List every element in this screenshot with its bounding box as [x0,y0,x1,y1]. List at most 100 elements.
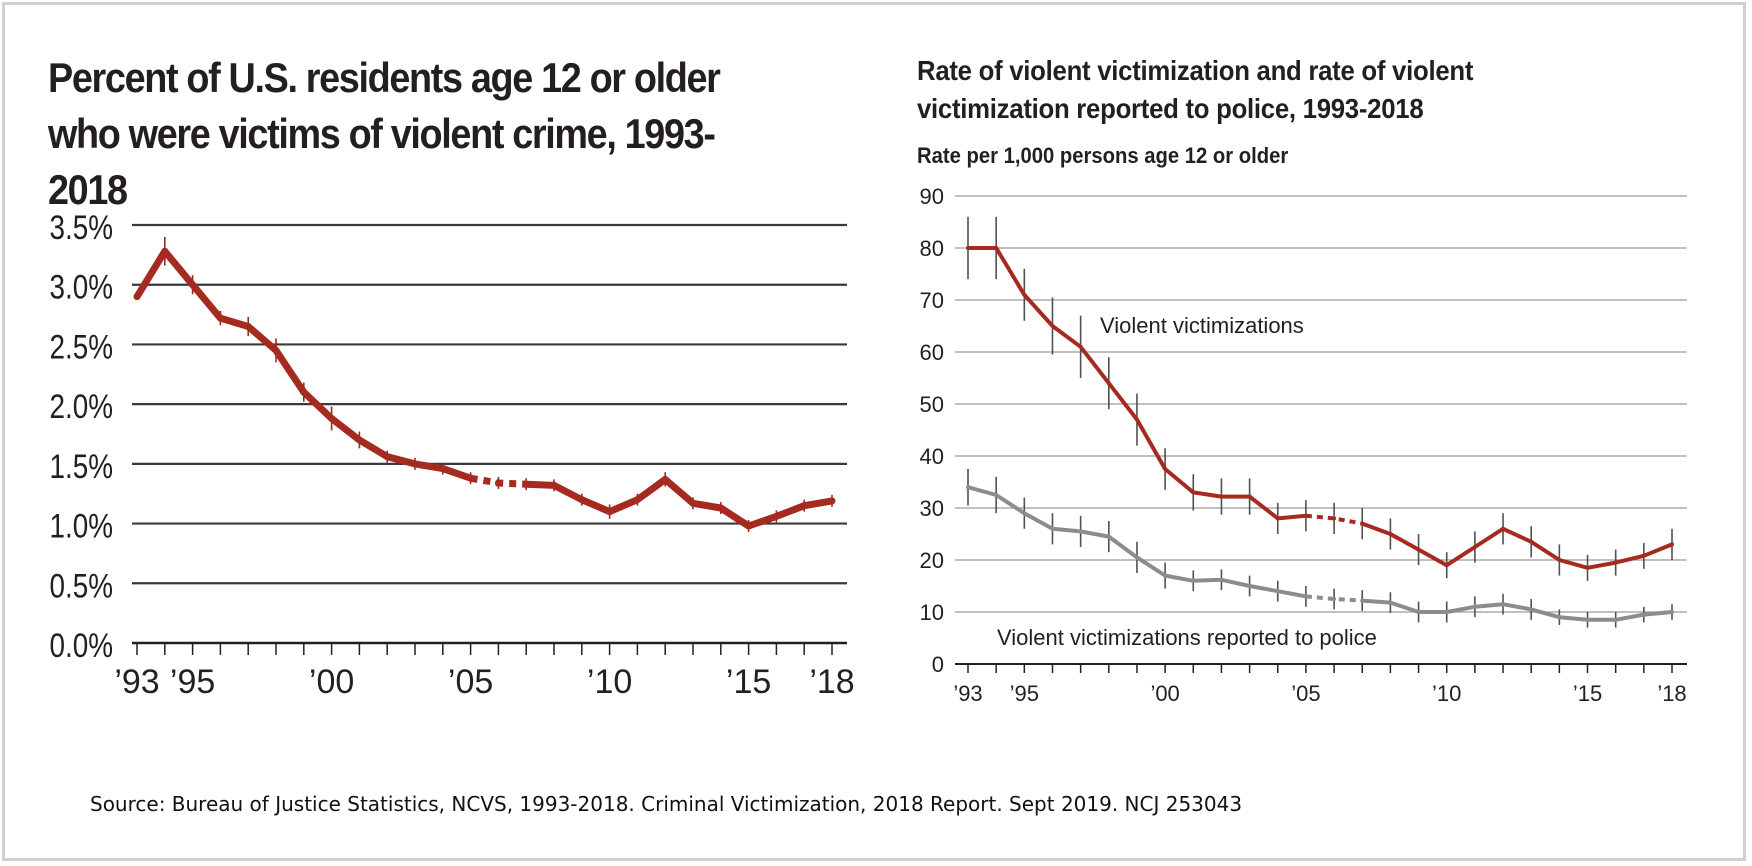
x-tick-label: ’18 [1657,681,1686,706]
x-tick-label: ’93 [953,681,982,706]
x-tick-label: ’10 [587,663,632,701]
x-tick-label: ’18 [809,663,854,701]
data-point [133,293,141,301]
y-tick-label: 60 [920,340,944,365]
data-point [1078,529,1083,534]
data-point [1641,612,1646,617]
x-tick-label: ’95 [1010,681,1039,706]
data-point [578,496,586,504]
x-tick-label: ’95 [170,663,215,701]
x-tick-label: ’00 [309,663,354,701]
data-point [1613,560,1618,565]
data-point [439,465,447,473]
x-tick-label: ’05 [1291,681,1320,706]
y-tick-label: 50 [920,392,944,417]
data-point [1416,547,1421,552]
data-point [633,496,641,504]
right-chart-title: Rate of violent victimization and rate o… [917,55,1474,124]
y-tick-label: 80 [920,236,944,261]
data-point [1360,521,1365,526]
y-tick-label: 70 [920,288,944,313]
data-point [383,453,391,461]
data-point [1134,417,1139,422]
y-tick-label: 2.5% [49,328,113,366]
data-point [994,246,999,250]
data-point [1275,589,1280,594]
data-point [1219,577,1224,582]
data-point [606,508,614,516]
data-point [717,504,725,512]
series-line [1361,521,1673,570]
data-point [161,247,169,255]
source-note: Source: Bureau of Justice Statistics, NC… [90,792,1243,816]
data-point [411,460,419,468]
data-point [1641,553,1646,558]
data-point [1670,542,1674,547]
data-point [1022,292,1027,297]
data-point [1501,602,1506,607]
series-line [968,246,1307,521]
data-point [661,475,669,483]
data-point [1134,555,1139,560]
data-point [772,512,780,520]
data-point [1529,607,1534,612]
data-point [1303,513,1308,518]
data-point [1416,610,1421,614]
data-point [1163,467,1168,471]
y-tick-label: 20 [920,548,944,573]
data-point [1388,600,1393,605]
series-line [526,475,833,530]
data-point [1472,545,1477,549]
data-point [1472,604,1477,609]
data-point [1191,578,1196,583]
series-line-2 [1362,598,1673,622]
data-point [467,474,475,482]
data-point [689,499,697,507]
y-tick-label: 0.5% [49,567,113,605]
data-point [1078,344,1083,349]
y-tick-label: 1.5% [49,447,113,485]
y-tick-label: 40 [920,444,944,469]
data-point [1050,526,1055,531]
data-point [522,480,530,488]
left-chart-title: Percent of U.S. residents age 12 or olde… [48,54,721,213]
y-tick-label: 0.0% [49,626,113,664]
data-point [550,481,558,489]
data-point [745,522,753,530]
x-tick-label: ’93 [114,663,159,701]
data-point [1191,490,1196,495]
data-point [1247,584,1252,588]
data-point [1585,617,1590,622]
data-point [1106,381,1111,386]
data-point [1360,598,1365,603]
y-tick-label: 3.0% [49,268,113,306]
data-point [828,497,836,505]
y-tick-label: 30 [920,496,944,521]
right-chart-y-axis-label: Rate per 1,000 persons age 12 or older [917,143,1289,168]
x-tick-label: ’15 [726,663,771,701]
data-point [244,323,252,331]
y-tick-label: 1.0% [49,507,113,545]
y-tick-label: 10 [920,600,944,625]
x-tick-label: ’00 [1150,681,1179,706]
data-point [1106,534,1111,539]
data-point [355,436,363,444]
data-point [966,485,970,490]
data-point [1275,516,1280,521]
data-point [1388,532,1393,536]
data-point [1332,516,1337,521]
y-tick-label: 90 [920,184,944,209]
data-point [189,281,197,289]
series-label-violent-victimizations: Violent victimizations [1100,313,1304,338]
data-point [1529,539,1534,544]
data-point [1303,594,1308,599]
data-point [1022,511,1027,516]
series-label-reported-to-police: Violent victimizations reported to polic… [997,625,1377,650]
x-tick-label: ’15 [1573,681,1602,706]
y-tick-label: 3.5% [49,208,113,246]
data-point [1444,563,1449,568]
data-point [1050,324,1055,328]
